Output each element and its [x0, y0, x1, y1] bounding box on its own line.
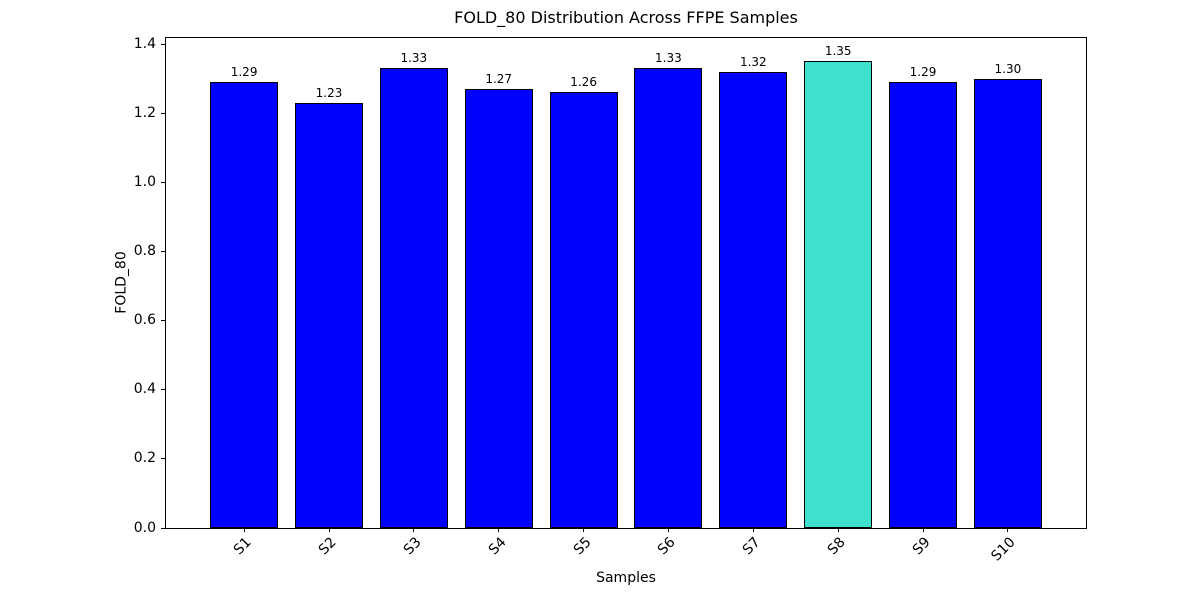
y-axis-label: FOLD_80 [113, 251, 130, 314]
bar-value-label-s5: 1.26 [570, 75, 597, 90]
bar-value-label-s1: 1.29 [230, 65, 258, 80]
bar-value-label-s8: 1.35 [824, 44, 852, 59]
bar-s6 [634, 68, 703, 528]
x-tick-label-s6: S6 [655, 534, 679, 559]
x-tick-mark [583, 528, 585, 532]
bar-s3 [379, 68, 448, 528]
x-axis-label: Samples [596, 570, 656, 586]
x-tick-label-s7: S7 [740, 534, 764, 559]
y-tick-label: 0.6 [133, 312, 156, 329]
x-tick-mark [752, 528, 754, 532]
y-tick-label: 0.0 [133, 519, 156, 536]
x-tick-mark [413, 528, 415, 532]
y-tick-label: 0.2 [133, 450, 156, 467]
y-tick-mark [161, 527, 165, 529]
bar-s2 [295, 102, 363, 528]
y-tick-mark [161, 320, 165, 322]
x-tick-label-s4: S4 [485, 534, 510, 559]
x-tick-mark [837, 528, 839, 532]
plot-area: 0.0 0.2 0.4 0.6 0.8 1.0 1.2 1.4 1.29 S1 1.23 S2 1.33… [134, 36, 1087, 564]
bar-s9 [889, 82, 957, 528]
y-tick-mark [161, 112, 165, 114]
y-tick-label: 1.4 [133, 35, 156, 52]
x-tick-label-s10: S10 [988, 534, 1019, 565]
bar-value-label-s4: 1.27 [485, 72, 513, 86]
bar-value-label-s3: 1.33 [400, 51, 428, 66]
bar-s10 [973, 78, 1042, 528]
bar-s4 [464, 89, 533, 528]
x-tick-label-s3: S3 [400, 534, 425, 559]
x-tick-label-s8: S8 [824, 534, 849, 559]
x-tick-mark [667, 528, 669, 532]
y-tick-mark [161, 181, 165, 183]
y-tick-mark [161, 43, 165, 45]
x-tick-mark [1007, 528, 1009, 532]
x-tick-mark [328, 528, 330, 532]
bar-s7 [719, 71, 788, 528]
y-tick-mark [161, 251, 165, 252]
bar-value-label-s7: 1.32 [739, 54, 767, 69]
y-tick-label: 1.0 [133, 173, 156, 190]
bar-s1 [210, 82, 279, 528]
bar-value-label-s2: 1.23 [315, 85, 343, 100]
x-tick-mark [922, 528, 924, 532]
x-tick-label-s2: S2 [315, 534, 340, 559]
y-tick-label: 0.8 [133, 243, 156, 259]
x-tick-mark [498, 528, 500, 532]
x-tick-mark [243, 528, 245, 532]
bar-s8 [804, 61, 873, 528]
y-tick-mark [161, 389, 165, 391]
y-tick-mark [161, 458, 165, 460]
bar-value-label-s6: 1.33 [655, 51, 682, 66]
bar-s5 [549, 92, 618, 528]
y-tick-label: 0.4 [133, 381, 156, 398]
bar-value-label-s9: 1.29 [909, 65, 937, 80]
x-tick-label-s5: S5 [570, 534, 595, 559]
x-tick-label-s9: S9 [909, 534, 934, 559]
x-tick-label-s1: S1 [230, 534, 255, 559]
chart-title: FOLD_80 Distribution Across FFPE Samples [454, 8, 798, 27]
bar-value-label-s10: 1.30 [994, 61, 1022, 76]
y-tick-label: 1.2 [133, 104, 156, 121]
